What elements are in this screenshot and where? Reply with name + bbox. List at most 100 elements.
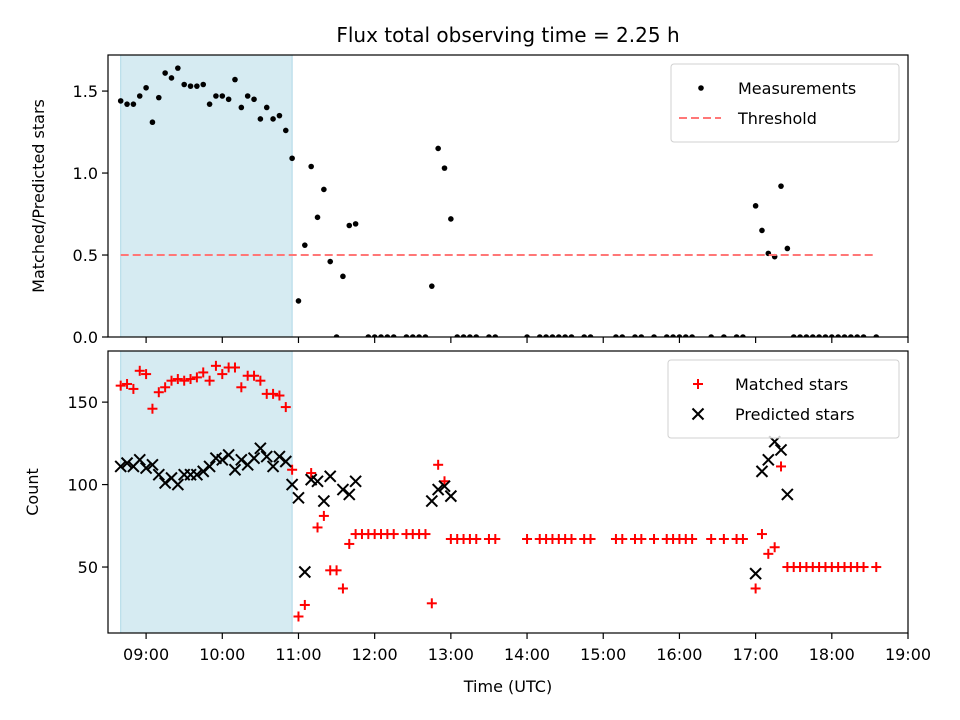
data-point: [213, 93, 219, 99]
data-point: [439, 476, 450, 487]
data-point: [663, 334, 670, 337]
data-point: [651, 334, 657, 337]
data-point: [613, 334, 619, 337]
data-point: [268, 388, 279, 399]
data-point: [282, 127, 289, 134]
legend: Measurements Threshold: [670, 63, 900, 143]
data-point: [292, 491, 305, 504]
data-point: [860, 334, 867, 337]
data-point: [759, 227, 765, 234]
data-point: [153, 387, 164, 398]
data-point: [337, 583, 348, 594]
data-point: [225, 96, 232, 103]
data-point: [522, 534, 533, 544]
data-point: [185, 374, 196, 385]
data-point: [490, 534, 501, 544]
data-point: [448, 216, 454, 222]
data-point: [568, 334, 575, 337]
data-point: [206, 101, 213, 107]
data-point: [147, 403, 158, 414]
data-point: [581, 334, 587, 337]
data-point: [293, 611, 304, 622]
data-point: [854, 334, 861, 337]
data-point: [388, 529, 399, 540]
x-tick-label: 11:00: [275, 645, 321, 664]
data-point: [172, 374, 183, 385]
data-point: [175, 65, 181, 71]
data-point: [444, 489, 458, 503]
data-point: [566, 534, 577, 544]
legend-item: Threshold: [679, 109, 817, 128]
data-point: [390, 334, 397, 337]
data-point: [270, 116, 276, 122]
data-point: [426, 598, 437, 609]
y-tick-label: 150: [67, 393, 98, 412]
data-point: [536, 334, 543, 337]
data-point: [160, 382, 171, 393]
data-point: [219, 93, 226, 99]
y-tick-label: 1.0: [73, 164, 98, 183]
data-point: [244, 93, 251, 99]
data-point: [473, 334, 480, 337]
top-panel-ratio-plot: 0.0 0.5 1.0 1.5 Measurements Threshold: [73, 54, 909, 347]
data-point: [619, 334, 626, 337]
data-point: [114, 460, 127, 473]
data-point: [687, 534, 698, 544]
data-point: [204, 375, 215, 386]
legend-box: [670, 63, 900, 143]
data-point: [871, 562, 882, 573]
data-point: [585, 534, 596, 544]
data-point: [149, 119, 156, 126]
data-point: [649, 534, 660, 544]
data-point: [425, 494, 439, 508]
data-point: [314, 214, 321, 221]
data-point: [346, 222, 353, 229]
shaded-observing-span: [120, 351, 293, 633]
data-point: [467, 334, 473, 337]
data-point: [433, 459, 444, 470]
data-point: [829, 334, 835, 337]
data-point: [344, 538, 355, 549]
data-point: [721, 334, 727, 337]
legend-label: Measurements: [738, 79, 856, 98]
shaded-observing-span: [120, 55, 293, 337]
plot-area: [114, 351, 882, 633]
data-point: [279, 455, 292, 468]
data-point: [803, 334, 810, 337]
data-point: [324, 470, 337, 483]
data-point: [141, 369, 152, 380]
data-point: [321, 186, 327, 193]
data-point: [689, 334, 695, 337]
data-point: [289, 155, 295, 162]
data-point: [422, 334, 429, 337]
data-point: [247, 451, 261, 465]
data-point: [378, 334, 384, 337]
data-point: [120, 456, 134, 470]
data-point: [756, 529, 767, 540]
legend-marker: [698, 85, 704, 91]
data-point: [438, 480, 451, 493]
data-point: [797, 334, 803, 337]
data-point: [266, 460, 280, 473]
legend-box: [667, 359, 900, 439]
data-point: [549, 334, 556, 337]
data-point: [249, 370, 260, 381]
legend-item: Predicted stars: [691, 405, 855, 424]
y-tick-label: 0.0: [73, 328, 98, 347]
data-point: [848, 334, 854, 337]
data-point: [128, 383, 139, 394]
data-point: [155, 94, 162, 101]
legend-marker: [693, 379, 703, 389]
legend-label: Matched stars: [735, 375, 848, 394]
data-point: [311, 475, 324, 488]
data-point: [750, 583, 761, 594]
data-point: [187, 83, 194, 89]
data-point: [774, 443, 788, 457]
data-point: [384, 334, 391, 337]
data-point: [287, 464, 298, 475]
legend-item: Measurements: [698, 79, 856, 98]
data-point: [460, 334, 467, 337]
data-point: [486, 334, 492, 337]
data-point: [194, 83, 200, 89]
x-tick-label: 10:00: [199, 645, 245, 664]
